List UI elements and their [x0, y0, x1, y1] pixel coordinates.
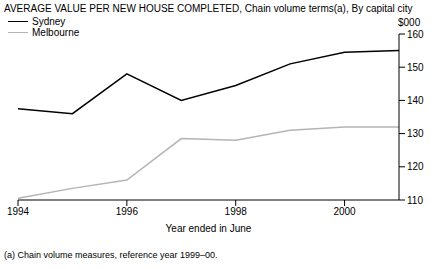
svg-text:140: 140: [407, 95, 424, 106]
svg-text:1994: 1994: [8, 206, 30, 217]
svg-text:110: 110: [407, 195, 423, 206]
html-text:(a) Chain volume measures, ref: (a) Chain volume measures, reference yea…: [4, 250, 218, 260]
html-text:Sydney: Sydney: [32, 16, 66, 27]
html-text:$000: $000: [398, 17, 421, 28]
svg-text:130: 130: [407, 128, 424, 139]
svg-text:Year ended in June: Year ended in June: [166, 223, 252, 232]
svg-text:150: 150: [407, 62, 424, 73]
svg-text:120: 120: [407, 161, 424, 172]
svg-text:160: 160: [407, 29, 424, 40]
svg-text:1998: 1998: [225, 206, 248, 217]
html-text:Melbourne: Melbourne: [32, 27, 80, 38]
html-text:AVERAGE VALUE PER NEW HOUSE CO: AVERAGE VALUE PER NEW HOUSE COMPLETED, C…: [4, 3, 413, 14]
svg-text:1996: 1996: [116, 206, 139, 217]
svg-text:2000: 2000: [333, 206, 356, 217]
